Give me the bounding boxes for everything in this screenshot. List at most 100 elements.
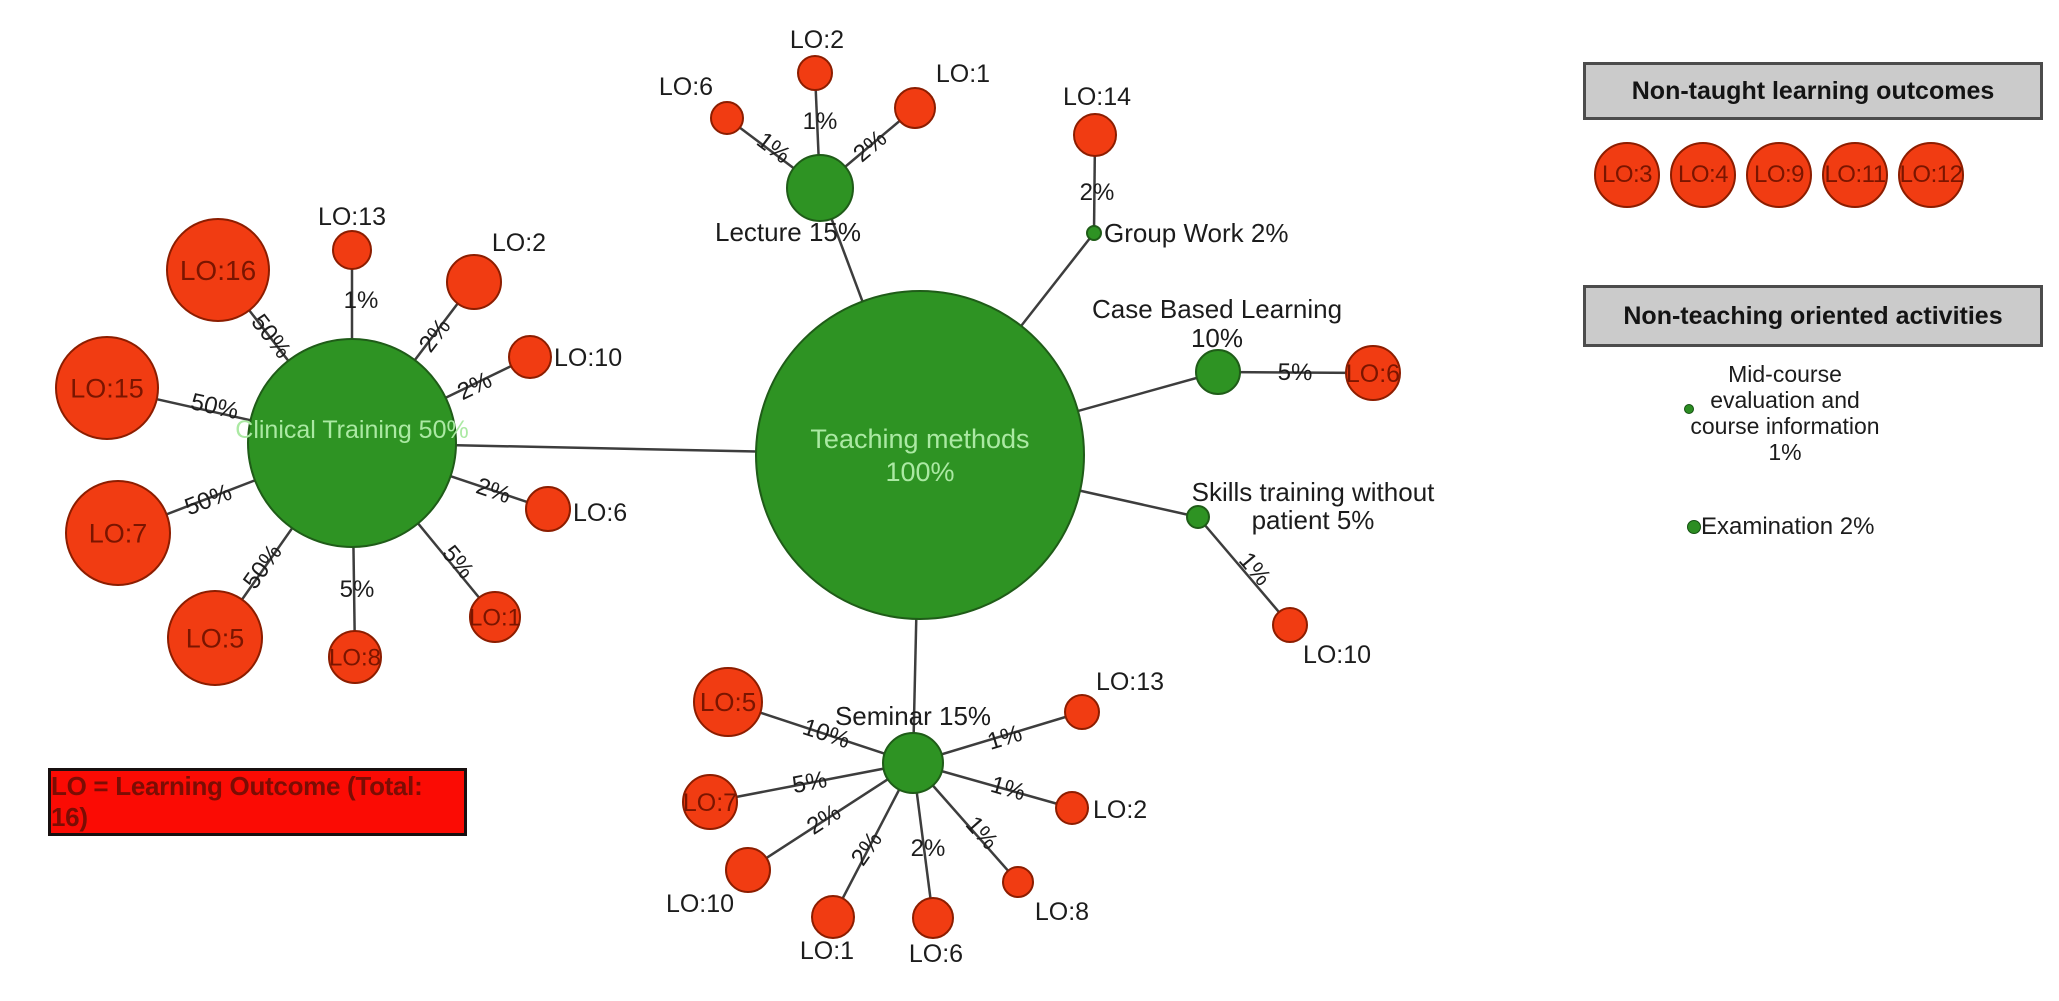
label-teaching-methods: Teaching methods 100% (810, 424, 1029, 487)
mid-course-label: Mid-course evaluation and course informa… (1690, 361, 1880, 465)
edge-label-seminar--seminar-lo10: 2% (802, 799, 846, 841)
label-seminar-lo7: LO:7 (683, 789, 737, 817)
node-lecture-lo6 (710, 101, 744, 135)
lo-key-box: LO = Learning Outcome (Total: 16) (48, 768, 467, 836)
non-teaching-activities-legend-title: Non-teaching oriented activities (1623, 301, 2003, 330)
edge-label-clinical-training--clinical-lo10: 2% (453, 367, 496, 406)
node-lecture (786, 154, 854, 222)
label-seminar-lo2: LO:2 (1093, 796, 1147, 824)
non-taught-outcomes-legend-box: Non-taught learning outcomes (1583, 62, 2043, 120)
non-taught-outcome-lo12: LO:12 (1898, 142, 1964, 208)
label-case-based-learning: Case Based Learning 10% (1092, 294, 1342, 353)
node-cbl-lo6 (1345, 345, 1401, 401)
label-lecture-lo2: LO:2 (790, 26, 844, 54)
edge-label-clinical-training--clinical-lo15: 50% (188, 388, 241, 425)
label-clinical-lo10: LO:10 (554, 344, 622, 372)
label-seminar-lo5: LO:5 (700, 687, 756, 717)
node-groupwork-lo14 (1073, 113, 1117, 157)
label-seminar-lo1: LO:1 (800, 937, 854, 965)
edge-label-seminar--seminar-lo6: 2% (911, 835, 946, 862)
label-clinical-lo15: LO:15 (70, 373, 144, 403)
edge-label-seminar--seminar-lo8: 1% (960, 811, 1003, 855)
node-lecture-lo1 (894, 87, 936, 129)
node-case-based-learning (1195, 349, 1241, 395)
edge-seminar--seminar-lo7 (709, 761, 914, 804)
label-clinical-lo16: LO:16 (180, 255, 256, 286)
edge-label-seminar--seminar-lo7: 5% (790, 766, 829, 799)
node-clinical-lo16 (166, 218, 270, 322)
label-clinical-lo8: LO:8 (329, 644, 381, 671)
node-seminar-lo5 (693, 667, 763, 737)
node-clinical-lo15 (55, 336, 159, 440)
node-seminar (882, 732, 944, 794)
edge-label-lecture--lecture-lo2: 1% (803, 108, 838, 135)
examination-item: Examination 2% (1687, 513, 1874, 541)
label-skills-lo10: LO:10 (1303, 641, 1371, 669)
label-clinical-training: Clinical Training 50% (235, 416, 468, 444)
edge-label-clinical-training--clinical-lo1: 5% (436, 540, 479, 584)
label-seminar-lo10: LO:10 (666, 890, 734, 918)
node-clinical-lo10 (508, 335, 552, 379)
node-group-work (1086, 225, 1102, 241)
non-taught-outcomes-row: LO:3 LO:4 LO:9 LO:11 LO:12 (1594, 142, 1964, 208)
label-groupwork-lo14: LO:14 (1063, 83, 1131, 111)
node-lecture-lo2 (797, 55, 833, 91)
node-seminar-lo8 (1002, 866, 1034, 898)
node-clinical-lo6 (525, 486, 571, 532)
node-skills-training (1186, 505, 1210, 529)
edge-label-clinical-training--clinical-lo7: 50% (181, 479, 236, 521)
edge-label-lecture--lecture-lo6: 1% (752, 127, 796, 169)
label-clinical-lo6: LO:6 (573, 499, 627, 527)
edge-skills-training--skills-lo10 (1197, 516, 1291, 626)
label-group-work: Group Work 2% (1104, 218, 1288, 248)
label-clinical-lo2: LO:2 (492, 229, 546, 257)
node-clinical-training (247, 338, 457, 548)
node-clinical-lo2 (446, 254, 502, 310)
non-taught-outcome-lo11: LO:11 (1822, 142, 1888, 208)
edge-label-skills-training--skills-lo10: 1% (1233, 547, 1276, 591)
non-taught-outcome-lo4: LO:4 (1670, 142, 1736, 208)
label-clinical-lo1: LO:1 (469, 604, 521, 631)
edge-label-clinical-training--clinical-lo2: 2% (414, 313, 456, 357)
mid-course-dot-icon (1684, 404, 1694, 414)
edge-label-clinical-training--clinical-lo13: 1% (344, 287, 379, 314)
examination-dot-icon (1687, 520, 1701, 534)
node-seminar-lo7 (682, 774, 738, 830)
label-clinical-lo13: LO:13 (318, 203, 386, 231)
label-seminar: Seminar 15% (835, 701, 991, 731)
node-clinical-lo5 (167, 590, 263, 686)
non-taught-outcomes-legend-title: Non-taught learning outcomes (1631, 76, 1995, 105)
node-skills-lo10 (1272, 607, 1308, 643)
node-seminar-lo13 (1064, 694, 1100, 730)
label-skills-training: Skills training without patient 5% (1192, 477, 1436, 535)
label-seminar-lo8: LO:8 (1035, 898, 1089, 926)
edge-label-seminar--seminar-lo1: 2% (846, 827, 888, 871)
label-lecture-lo1: LO:1 (936, 60, 990, 88)
label-seminar-lo13: LO:13 (1096, 668, 1164, 696)
edge-label-group-work--groupwork-lo14: 2% (1080, 179, 1115, 206)
label-clinical-lo5: LO:5 (186, 623, 245, 653)
node-clinical-lo8 (328, 630, 382, 684)
node-clinical-lo13 (332, 230, 372, 270)
edge-label-clinical-training--clinical-lo8: 5% (340, 576, 375, 603)
node-clinical-lo7 (65, 480, 171, 586)
node-seminar-lo10 (725, 847, 771, 893)
edge-label-case-based-learning--cbl-lo6: 5% (1278, 359, 1313, 386)
edge-label-seminar--seminar-lo2: 1% (988, 771, 1029, 806)
node-clinical-lo1 (469, 591, 521, 643)
non-teaching-activities-legend-box: Non-teaching oriented activities (1583, 285, 2043, 347)
label-clinical-lo7: LO:7 (89, 518, 148, 548)
label-lecture-lo6: LO:6 (659, 73, 713, 101)
edge-label-clinical-training--clinical-lo6: 2% (473, 473, 514, 510)
node-teaching-methods (755, 290, 1085, 620)
non-taught-outcome-lo3: LO:3 (1594, 142, 1660, 208)
label-seminar-lo6: LO:6 (909, 940, 963, 968)
lo-key-label: LO = Learning Outcome (Total: 16) (51, 771, 423, 832)
edge-seminar--seminar-lo10 (747, 761, 914, 872)
label-lecture: Lecture 15% (715, 217, 861, 247)
node-seminar-lo2 (1055, 791, 1089, 825)
non-taught-outcome-lo9: LO:9 (1746, 142, 1812, 208)
label-cbl-lo6: LO:6 (1346, 360, 1400, 388)
